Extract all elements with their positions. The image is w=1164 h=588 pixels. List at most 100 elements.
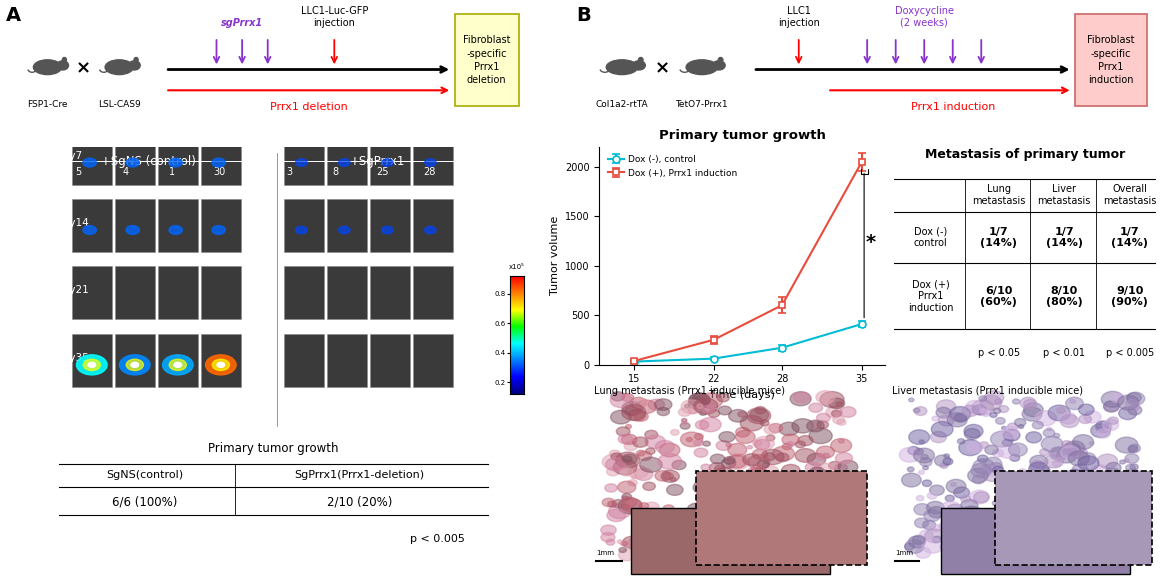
Circle shape xyxy=(944,454,950,458)
Ellipse shape xyxy=(718,58,723,62)
Circle shape xyxy=(1110,393,1124,403)
Text: Prrx1 deletion: Prrx1 deletion xyxy=(270,102,348,112)
Circle shape xyxy=(1059,549,1078,562)
Circle shape xyxy=(627,536,651,552)
Circle shape xyxy=(633,399,647,408)
Circle shape xyxy=(1119,492,1131,501)
Circle shape xyxy=(425,226,436,234)
Text: Col1a2-rtTA: Col1a2-rtTA xyxy=(596,101,648,109)
Circle shape xyxy=(1044,455,1064,468)
Circle shape xyxy=(1001,426,1007,430)
Circle shape xyxy=(920,457,932,466)
Circle shape xyxy=(748,480,755,485)
Circle shape xyxy=(695,420,709,429)
Circle shape xyxy=(715,536,729,545)
Circle shape xyxy=(1115,437,1138,453)
Circle shape xyxy=(993,449,1003,457)
Circle shape xyxy=(979,396,987,401)
Circle shape xyxy=(1065,397,1084,410)
Bar xyxy=(115,131,156,185)
Circle shape xyxy=(605,484,617,492)
Circle shape xyxy=(1117,533,1131,544)
Circle shape xyxy=(755,500,762,505)
Circle shape xyxy=(1091,424,1110,437)
Circle shape xyxy=(927,502,944,514)
Circle shape xyxy=(909,398,914,402)
Circle shape xyxy=(1067,469,1081,480)
Text: 1mm: 1mm xyxy=(596,550,615,556)
Circle shape xyxy=(816,413,830,422)
Circle shape xyxy=(637,450,645,456)
Circle shape xyxy=(807,453,825,466)
Text: p < 0.05: p < 0.05 xyxy=(978,348,1020,358)
Circle shape xyxy=(922,538,944,553)
Circle shape xyxy=(655,470,670,481)
Circle shape xyxy=(1115,520,1126,527)
Circle shape xyxy=(700,417,722,432)
Circle shape xyxy=(1084,411,1101,423)
Circle shape xyxy=(980,395,1001,410)
Circle shape xyxy=(619,547,626,553)
Circle shape xyxy=(698,527,721,542)
Bar xyxy=(413,131,453,185)
Circle shape xyxy=(920,440,924,443)
Circle shape xyxy=(747,468,769,482)
Circle shape xyxy=(653,509,661,515)
Circle shape xyxy=(977,512,992,522)
Circle shape xyxy=(1003,542,1009,546)
Circle shape xyxy=(1072,435,1093,449)
Circle shape xyxy=(618,481,636,493)
Circle shape xyxy=(1002,439,1013,446)
Circle shape xyxy=(1073,505,1090,516)
Circle shape xyxy=(703,441,710,446)
Circle shape xyxy=(794,392,810,403)
Circle shape xyxy=(622,402,643,415)
Circle shape xyxy=(1095,539,1114,552)
Circle shape xyxy=(1049,482,1062,492)
Circle shape xyxy=(1131,404,1140,410)
FancyBboxPatch shape xyxy=(1076,14,1147,106)
Circle shape xyxy=(1103,502,1122,515)
Circle shape xyxy=(999,406,1009,413)
Circle shape xyxy=(964,425,984,438)
Text: 1/7
(14%): 1/7 (14%) xyxy=(1045,227,1083,248)
Circle shape xyxy=(620,541,627,546)
Text: Day35: Day35 xyxy=(55,353,88,363)
Circle shape xyxy=(1000,506,1016,517)
Circle shape xyxy=(1126,465,1135,471)
Circle shape xyxy=(684,405,689,407)
Circle shape xyxy=(922,480,931,486)
Circle shape xyxy=(1114,517,1121,523)
Circle shape xyxy=(1072,478,1086,488)
Circle shape xyxy=(1070,399,1076,403)
Circle shape xyxy=(728,455,746,468)
Circle shape xyxy=(1085,521,1093,527)
Circle shape xyxy=(711,494,728,505)
Circle shape xyxy=(1008,443,1028,456)
Circle shape xyxy=(972,475,985,484)
Circle shape xyxy=(805,462,821,473)
Circle shape xyxy=(126,226,140,235)
Circle shape xyxy=(931,422,953,437)
Circle shape xyxy=(1064,441,1085,455)
Circle shape xyxy=(981,410,991,416)
Circle shape xyxy=(1093,534,1105,543)
Circle shape xyxy=(682,419,687,422)
Ellipse shape xyxy=(57,61,69,70)
Circle shape xyxy=(964,429,980,439)
Circle shape xyxy=(1035,410,1057,426)
Circle shape xyxy=(645,527,654,534)
Circle shape xyxy=(1045,505,1053,510)
Circle shape xyxy=(747,488,768,502)
Text: FSP1-Cre: FSP1-Cre xyxy=(27,101,68,109)
Circle shape xyxy=(661,470,680,482)
Circle shape xyxy=(744,546,766,560)
Circle shape xyxy=(1008,529,1022,539)
Circle shape xyxy=(1079,404,1094,415)
Circle shape xyxy=(1053,506,1059,511)
Circle shape xyxy=(914,448,923,455)
Circle shape xyxy=(637,523,656,536)
Circle shape xyxy=(999,550,1014,560)
Circle shape xyxy=(296,226,307,234)
Circle shape xyxy=(930,432,946,443)
